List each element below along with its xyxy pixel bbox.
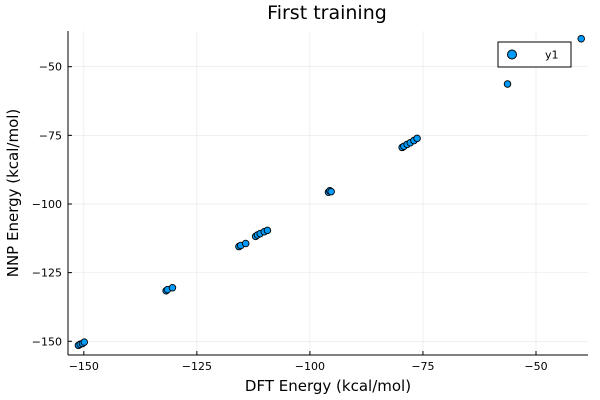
data-points xyxy=(74,34,585,350)
legend-label: y1 xyxy=(545,49,559,62)
data-point xyxy=(168,283,177,292)
data-point xyxy=(503,80,512,88)
data-point xyxy=(241,239,250,248)
legend: y1 xyxy=(497,41,572,68)
axis-ticks: −150 −125 −100 −75 −50 −150 −125 −100 −75 −50 xyxy=(32,61,548,373)
data-point xyxy=(327,187,335,196)
data-point xyxy=(577,34,585,43)
y-axis-label: NNP Energy (kcal/mol) xyxy=(4,109,22,278)
legend-marker xyxy=(507,49,517,60)
x-tick-label: −125 xyxy=(182,360,212,373)
x-tick-label: −150 xyxy=(69,360,99,373)
y-tick-label: −150 xyxy=(32,335,62,348)
x-tick-label: −50 xyxy=(524,360,547,373)
plot-frame xyxy=(67,31,588,356)
data-point xyxy=(263,226,272,235)
data-point xyxy=(413,134,421,143)
y-tick-label: −50 xyxy=(39,61,62,74)
x-tick-label: −75 xyxy=(411,360,434,373)
x-axis-label: DFT Energy (kcal/mol) xyxy=(245,377,411,395)
chart-title: First training xyxy=(267,2,387,24)
data-point xyxy=(80,338,89,346)
y-tick-label: −100 xyxy=(32,198,62,211)
x-tick-label: −100 xyxy=(295,360,325,373)
y-tick-label: −125 xyxy=(32,267,62,280)
y-tick-label: −75 xyxy=(39,129,62,142)
